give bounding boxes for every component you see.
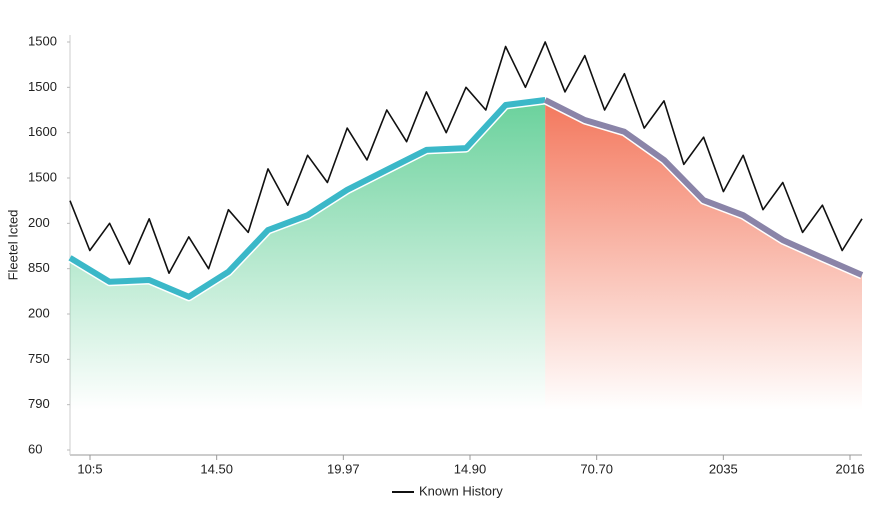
- series-line: [69, 41, 863, 274]
- x-tick-label: 19.97: [327, 461, 360, 476]
- x-tick-label: 14.50: [200, 461, 233, 476]
- legend-label: Known History: [419, 483, 503, 498]
- y-tick-label: 750: [28, 351, 50, 366]
- band-line: [543, 97, 864, 278]
- y-tick-label: 200: [28, 305, 50, 320]
- y-tick-label: 200: [28, 215, 50, 230]
- y-tick-label: 60: [28, 441, 42, 456]
- y-tick-label: 790: [28, 396, 50, 411]
- y-tick-label: 1500: [28, 169, 57, 184]
- band-area: [70, 100, 546, 410]
- y-tick-label: 850: [28, 260, 50, 275]
- band-line: [68, 97, 546, 300]
- band-area: [545, 100, 862, 410]
- x-tick-label: 10:5: [77, 461, 102, 476]
- y-axis-label: Fleetel Icted: [5, 210, 20, 281]
- y-tick-label: 1600: [28, 124, 57, 139]
- x-tick-label: 70.70: [580, 461, 613, 476]
- x-tick-label: 14.90: [454, 461, 487, 476]
- y-tick-label: 1500: [28, 33, 57, 48]
- y-tick-label: 1500: [28, 79, 57, 94]
- x-tick-label: 2035: [709, 461, 738, 476]
- x-tick-label: 2016: [836, 461, 865, 476]
